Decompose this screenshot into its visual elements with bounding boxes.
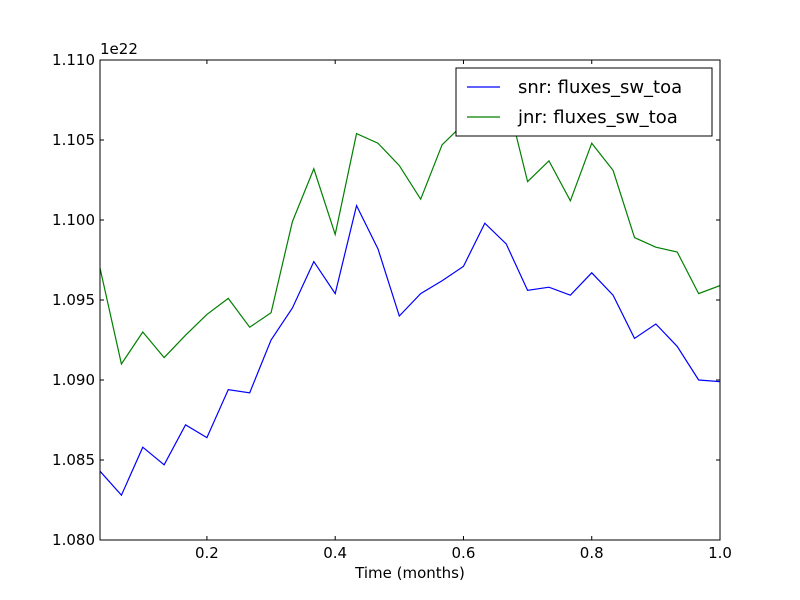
y-tick-label: 1.090 <box>52 371 95 389</box>
y-offset-text: 1e22 <box>100 40 138 58</box>
x-tick-label: 0.2 <box>195 544 219 562</box>
y-axis: 1.080 1.085 1.090 1.095 1.100 1.105 1.110 <box>52 51 720 549</box>
legend: snr: fluxes_sw_toa jnr: fluxes_sw_toa <box>455 67 713 137</box>
y-tick-label: 1.105 <box>52 131 95 149</box>
x-tick-label: 0.8 <box>580 544 604 562</box>
legend-label-jnr: jnr: fluxes_sw_toa <box>517 107 678 128</box>
legend-box <box>455 67 713 137</box>
series-line-jnr <box>100 94 720 366</box>
y-tick-label: 1.085 <box>52 451 95 469</box>
y-tick-label: 1.080 <box>52 531 95 549</box>
legend-label-snr: snr: fluxes_sw_toa <box>518 77 682 98</box>
y-tick-label: 1.110 <box>52 51 95 69</box>
series-layer <box>100 94 720 497</box>
series-line-snr <box>100 203 720 497</box>
x-tick-label: 0.6 <box>452 544 476 562</box>
y-tick-label: 1.095 <box>52 291 95 309</box>
x-axis-label: Time (months) <box>354 564 465 582</box>
y-tick-label: 1.100 <box>52 211 95 229</box>
x-tick-label: 1.0 <box>708 544 732 562</box>
x-axis: 0.2 0.4 0.6 0.8 1.0 <box>195 60 732 562</box>
x-tick-label: 0.4 <box>323 544 347 562</box>
